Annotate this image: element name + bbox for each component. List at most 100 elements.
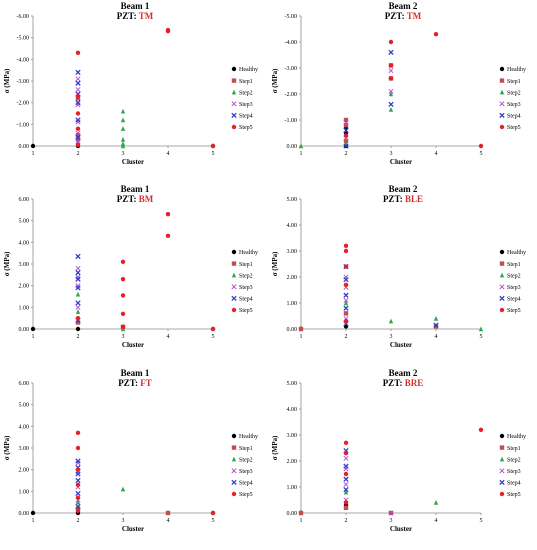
legend-marker-step4-b [231,295,237,302]
data-point-step5 [75,315,81,321]
legend-marker-step4 [499,479,505,486]
data-point-step5 [120,293,126,298]
data-point-step2 [120,486,126,492]
data-point-step5 [343,471,349,477]
data-point-step4 [343,486,349,493]
data-point-step5 [210,143,216,149]
legend-label-step3: Step3 [507,102,521,108]
legend-label-healthy: Healthy [239,67,258,73]
data-point-step3 [75,139,81,145]
data-point-step5 [75,467,81,472]
legend-marker-step5 [231,307,237,313]
x-tick-label: 5 [212,151,215,157]
data-point-step4 [343,463,349,469]
data-point-step4-b [75,490,81,497]
legend-label-step1: Step1 [507,79,521,85]
data-point-step5 [343,248,349,254]
data-point-step2 [120,117,126,123]
legend-label-step4: Step4 [239,297,253,303]
data-point-step4-b [75,270,81,276]
legend-marker-step3 [231,101,237,107]
chart-subtitle: PZT: TM [117,11,154,21]
legend-marker-step2 [231,272,237,278]
data-point-step4 [388,101,394,108]
x-tick-label: 5 [212,518,215,524]
y-axis-label: σ (MPa) [3,68,11,93]
x-tick-label: 2 [345,518,348,524]
data-point-step4-b [75,503,81,510]
data-point-step4 [75,276,81,282]
x-axis-label: Cluster [390,341,412,349]
data-point-step4-b [343,486,349,493]
y-tick-label: -6.00 [17,14,30,20]
y-tick-label: 3.00 [287,433,298,439]
legend-marker-step1 [499,78,505,83]
legend-label-healthy: Healthy [507,434,526,440]
data-point-step5 [120,276,126,282]
pzt-prefix: PZT: [383,378,405,388]
x-tick-label: 3 [122,334,125,340]
data-point-step5 [343,264,349,269]
x-tick-label: 4 [167,151,170,157]
legend-label-step3: Step3 [239,285,253,291]
data-point-step1 [75,137,81,142]
data-point-step4-b [75,134,81,140]
x-axis-label: Cluster [122,525,144,533]
y-tick-label: 0.00 [287,144,298,150]
data-point-step4 [75,503,81,510]
y-tick-label: 2.00 [19,468,30,474]
legend-label-step4: Step4 [507,297,521,303]
legend-label-step2: Step2 [239,90,253,96]
legend-marker-step4-b [231,112,237,119]
legend-label-step2: Step2 [239,273,253,279]
legend-label-step5: Step5 [239,125,253,131]
y-tick-label: -2.00 [17,101,30,107]
pzt-name: BRE [405,378,424,388]
data-point-step4-b [343,476,349,482]
legend-marker-step3-b [499,101,505,107]
data-point-step3-b [343,455,349,461]
data-point-step5 [75,126,81,131]
legend-marker-step3-b [231,284,237,290]
y-axis-label: σ (MPa) [3,251,11,276]
data-point-step3 [388,510,394,516]
legend-label-step3: Step3 [239,102,253,108]
x-tick-label: 4 [435,151,438,157]
legend-label-step1: Step1 [239,262,253,268]
data-point-step4 [343,276,349,283]
data-point-step1 [343,505,349,510]
x-tick-label: 1 [32,334,35,340]
data-point-step4 [75,285,81,291]
legend-marker-step1 [499,261,505,266]
data-point-step4 [75,100,81,106]
data-point-step5 [343,500,349,505]
chart-subtitle: PZT: BM [117,194,154,204]
legend-label-step5: Step5 [507,308,521,314]
data-point-step3-b [343,297,349,303]
legend-marker-healthy [231,433,237,439]
data-point-step3-b [75,130,81,136]
y-axis-label: σ (MPa) [271,435,279,460]
pzt-name: TM [139,11,154,21]
pzt-prefix: PZT: [385,11,407,21]
x-axis-label: Cluster [390,525,412,533]
data-point-step4-b [433,322,439,328]
x-tick-label: 1 [32,518,35,524]
x-tick-label: 5 [480,151,483,157]
data-point-step4 [75,134,81,140]
legend-marker-healthy [499,66,505,72]
data-point-step1 [75,320,81,325]
y-tick-label: 0.00 [287,327,298,333]
y-tick-label: 2.00 [19,284,30,290]
data-point-step5 [75,111,81,116]
data-point-step2 [120,141,126,147]
data-point-step4-b [343,276,349,283]
legend-label-step3: Step3 [507,469,521,475]
legend-marker-step1 [231,261,237,266]
y-tick-label: 1.00 [287,485,298,491]
data-point-step3-b [75,87,81,93]
legend-marker-step4-b [499,295,505,302]
data-point-step4-b [343,127,349,134]
x-tick-label: 3 [122,151,125,157]
data-point-step5 [75,445,81,451]
